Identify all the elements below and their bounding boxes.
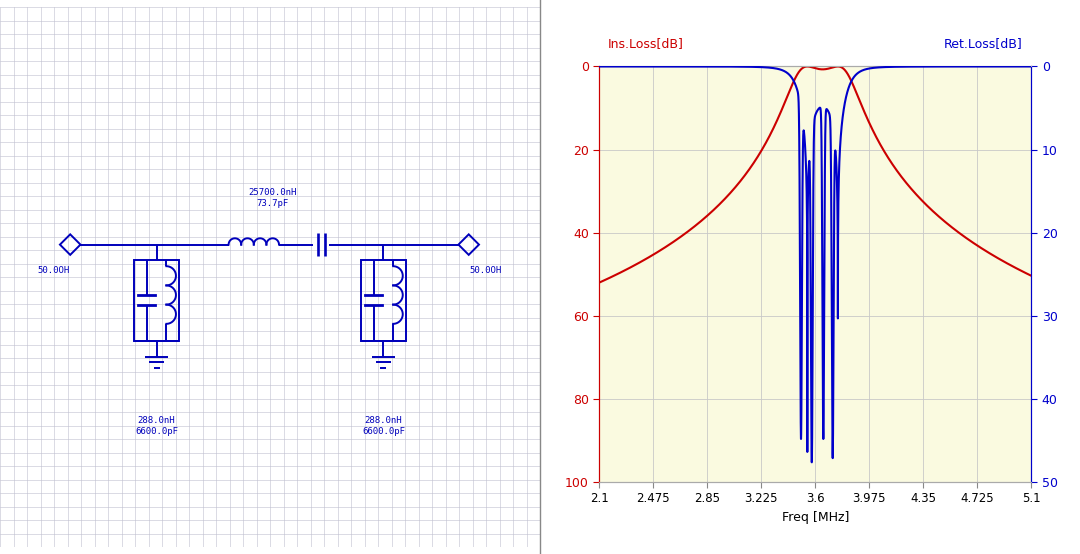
Text: 25700.0nH
73.7pF: 25700.0nH 73.7pF bbox=[248, 188, 297, 208]
Text: Ret.Loss[dB]: Ret.Loss[dB] bbox=[944, 37, 1023, 50]
Text: Ins.Loss[dB]: Ins.Loss[dB] bbox=[608, 37, 684, 50]
Text: 50.0OH: 50.0OH bbox=[470, 266, 502, 275]
X-axis label: Freq [MHz]: Freq [MHz] bbox=[782, 511, 849, 524]
Bar bbox=[134, 260, 178, 341]
Bar bbox=[361, 260, 406, 341]
Text: 288.0nH
6600.0pF: 288.0nH 6600.0pF bbox=[135, 416, 178, 435]
Text: 50.0OH: 50.0OH bbox=[38, 266, 70, 275]
Text: 288.0nH
6600.0pF: 288.0nH 6600.0pF bbox=[362, 416, 405, 435]
